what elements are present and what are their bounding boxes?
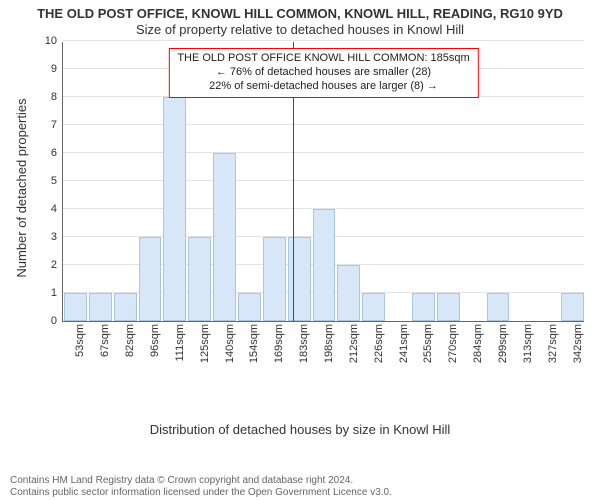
x-tick: 53sqm [74,324,86,357]
x-tick: 125sqm [199,324,211,363]
y-tick: 0 [17,315,63,327]
bar [362,293,385,321]
footer-line-2: Contains public sector information licen… [10,487,590,499]
bar [114,293,137,321]
x-tick: 342sqm [572,324,584,363]
x-tick-area: 53sqm 67sqm 82sqm 96sqm 111sqm 125sqm 140sqm 15… [62,322,584,372]
bar [288,237,311,321]
x-tick: 299sqm [497,324,509,363]
footer: Contains HM Land Registry data © Crown c… [10,475,590,498]
y-tick: 2 [17,259,63,271]
y-tick: 9 [17,63,63,75]
x-tick: 111sqm [174,324,186,362]
bar [238,293,261,321]
x-tick: 198sqm [323,324,335,363]
x-tick: 82sqm [124,324,136,357]
footer-line-1: Contains HM Land Registry data © Crown c… [10,475,590,487]
bar [263,237,286,321]
x-tick: 226sqm [373,324,385,363]
bar [313,209,336,321]
bar [412,293,435,321]
x-tick: 140sqm [224,324,236,363]
figure-root: THE OLD POST OFFICE, KNOWL HILL COMMON, … [0,0,600,500]
annotation-line: THE OLD POST OFFICE KNOWL HILL COMMON: 1… [177,52,469,66]
title-subtitle: Size of property relative to detached ho… [10,22,590,39]
title-address: THE OLD POST OFFICE, KNOWL HILL COMMON, … [10,6,590,22]
annotation-line: ← 76% of detached houses are smaller (28… [177,66,469,80]
y-tick: 4 [17,203,63,215]
y-tick: 10 [17,35,63,47]
bar [139,237,162,321]
y-tick: 3 [17,231,63,243]
bar [437,293,460,321]
bar [487,293,510,321]
bar [188,237,211,321]
x-tick: 67sqm [99,324,111,357]
x-tick: 96sqm [149,324,161,357]
x-tick: 284sqm [472,324,484,363]
y-tick: 1 [17,287,63,299]
bar [163,97,186,321]
y-tick: 5 [17,175,63,187]
gridline [63,180,584,181]
x-tick: 154sqm [248,324,260,363]
x-tick: 327sqm [547,324,559,363]
plot-area: 012345678910THE OLD POST OFFICE KNOWL HI… [62,42,584,322]
bar [89,293,112,321]
bar [64,293,87,321]
x-tick: 183sqm [298,324,310,363]
x-tick: 255sqm [422,324,434,363]
gridline [63,124,584,125]
x-tick: 270sqm [447,324,459,363]
x-tick: 313sqm [522,324,534,363]
y-tick: 7 [17,119,63,131]
annotation-line: 22% of semi-detached houses are larger (… [177,80,469,94]
bar [337,265,360,321]
x-tick: 241sqm [398,324,410,363]
bar [561,293,584,321]
gridline [63,40,584,41]
y-tick: 6 [17,147,63,159]
annotation-box: THE OLD POST OFFICE KNOWL HILL COMMON: 1… [168,48,478,97]
x-tick: 169sqm [273,324,285,363]
x-tick: 212sqm [348,324,360,363]
x-axis-label: Distribution of detached houses by size … [10,422,590,437]
gridline [63,152,584,153]
bar [213,153,236,321]
y-tick: 8 [17,91,63,103]
